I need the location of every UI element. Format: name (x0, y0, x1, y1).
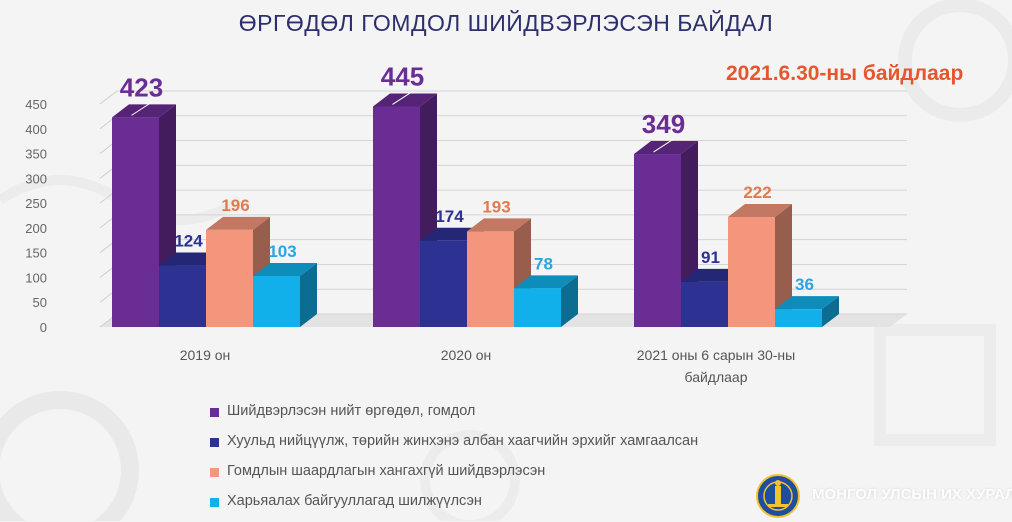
bar-top (373, 93, 437, 107)
legend-swatch-protected (210, 438, 219, 447)
bar-front (634, 154, 681, 327)
bar-top (634, 141, 698, 155)
bar-front (775, 309, 822, 327)
data-label-total-1: 445 (381, 61, 424, 91)
leader-line (653, 138, 674, 153)
y-tick-label: 50 (33, 295, 47, 310)
chart-title: ӨРГӨДӨЛ ГОМДОЛ ШИЙДВЭРЛЭСЭН БАЙДАЛ (238, 10, 774, 36)
bar-front (206, 229, 253, 327)
y-tick-label: 350 (25, 147, 47, 162)
data-label-protected-2: 91 (701, 248, 720, 267)
date-note: 2021.6.30-ны байдлаар (726, 62, 964, 85)
x-category-label: 2019 он (180, 347, 231, 363)
gridline-depth (99, 90, 118, 105)
data-label-protected-0: 124 (174, 232, 203, 251)
bar-front (373, 106, 420, 327)
organization-name: МОНГОЛ УЛСЫН ИХ ХУРАЛ (812, 486, 1012, 503)
y-tick-label: 250 (25, 196, 47, 211)
bar-transferred-2 (775, 296, 839, 327)
y-tick-label: 100 (25, 270, 47, 285)
bar-front (253, 275, 300, 327)
y-tick-label: 400 (25, 122, 47, 137)
bar-front (681, 281, 728, 327)
leader-line (131, 101, 152, 116)
leader-line (392, 91, 413, 105)
bar-side (300, 262, 317, 327)
data-label-transferred-1: 78 (534, 254, 553, 273)
bar-side (775, 203, 792, 327)
data-label-transferred-0: 103 (268, 242, 296, 261)
bar-top (112, 104, 176, 118)
labels-layer: 0 50 100 150 200 250 300 350 400 450 423 445 349 124 1… (25, 61, 814, 385)
x-category-label: 2020 он (441, 347, 492, 363)
x-category-label: 2021 оны 6 сарын 30-ны (637, 347, 795, 363)
bars-layer (112, 93, 839, 327)
x-category-label: байдлаар (685, 369, 748, 385)
bar-front (514, 288, 561, 327)
bar-resolved-2 (728, 203, 792, 327)
bar-chart: 0 50 100 150 200 250 300 350 400 450 423 445 349 124 1… (25, 61, 907, 385)
bar-top (514, 275, 578, 289)
bar-side (561, 275, 578, 327)
legend-label-transferred: Харьяалах байгууллагад шилжүүлсэн (227, 493, 482, 509)
legend-swatch-total (210, 408, 219, 417)
bar-transferred-0 (253, 262, 317, 327)
y-tick-label: 150 (25, 246, 47, 261)
legend-swatch-transferred (210, 498, 219, 507)
bar-front (420, 240, 467, 327)
bar-transferred-1 (514, 275, 578, 327)
y-tick-label: 300 (25, 171, 47, 186)
bar-top (467, 218, 531, 232)
legend-label-protected: Хуульд нийцүүлж, төрийн жинхэнэ албан ха… (227, 433, 699, 449)
bar-top (206, 216, 270, 230)
bar-front (728, 216, 775, 327)
y-tick-label: 200 (25, 221, 47, 236)
bar-front (159, 265, 206, 327)
data-label-total-2: 349 (642, 109, 685, 139)
y-tick-label: 450 (25, 97, 47, 112)
y-tick-label: 0 (40, 320, 47, 335)
legend-swatch-resolved (210, 468, 219, 477)
bar-side (822, 296, 839, 327)
data-label-resolved-1: 193 (482, 197, 510, 216)
bar-resolved-0 (206, 216, 270, 327)
soyombo-emblem-icon (756, 474, 800, 518)
data-label-protected-1: 174 (435, 207, 464, 226)
legend-label-resolved: Гомдлын шаардлагын хангахгүй шийдвэрлэсэ… (227, 463, 546, 479)
data-label-resolved-0: 196 (221, 196, 249, 215)
bar-top (728, 203, 792, 217)
data-label-resolved-2: 222 (743, 183, 771, 202)
data-label-transferred-2: 36 (795, 275, 814, 294)
bar-top (253, 262, 317, 276)
legend-label-total: Шийдвэрлэсэн нийт өргөдөл, гомдол (227, 403, 476, 419)
bar-front (112, 117, 159, 327)
bar-top (775, 296, 839, 310)
data-label-total-0: 423 (120, 72, 163, 102)
bar-front (467, 231, 514, 327)
